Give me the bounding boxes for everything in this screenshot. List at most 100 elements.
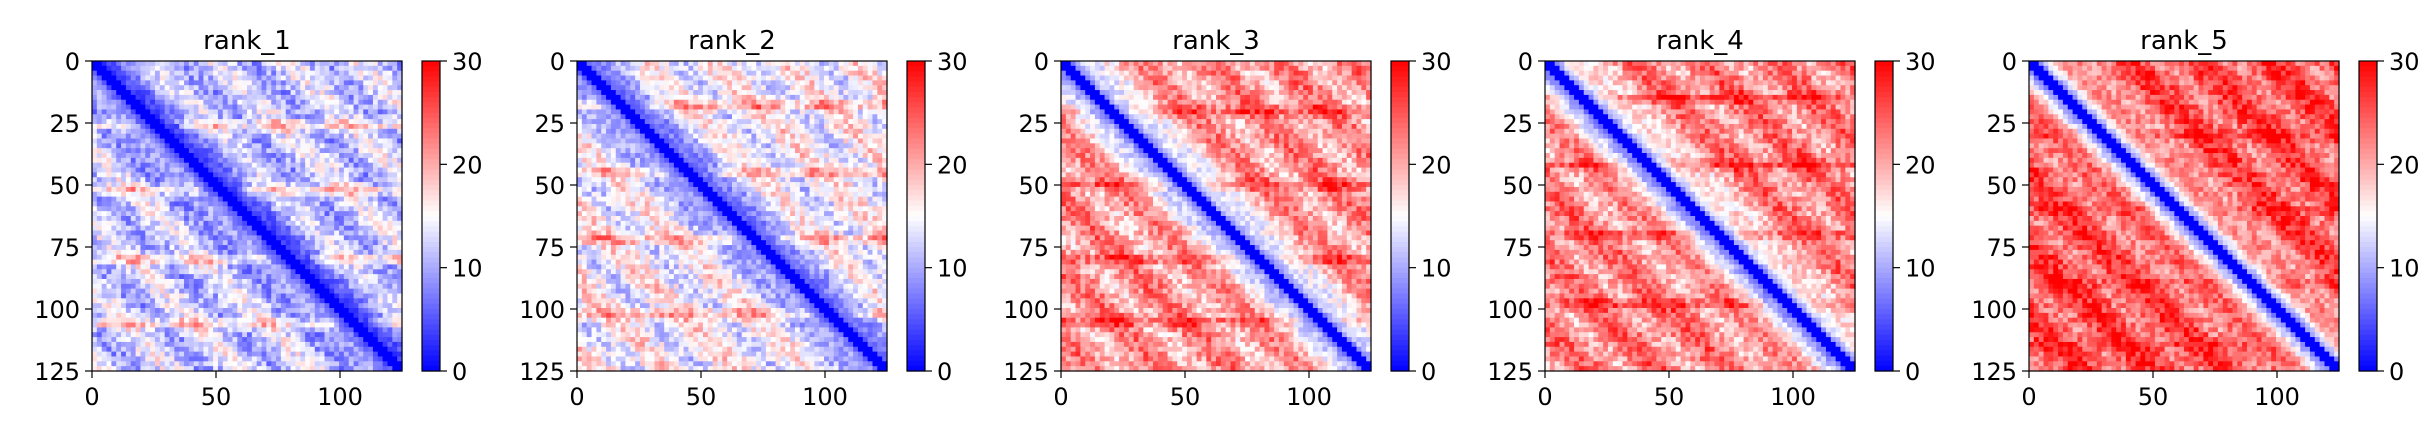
heatmap-cell	[184, 70, 190, 77]
heatmap-cell	[285, 119, 292, 125]
heatmap-cell	[305, 317, 311, 324]
heatmap-cell	[150, 332, 156, 338]
heatmap-cell	[179, 90, 185, 96]
heatmap-cell	[271, 211, 277, 217]
heatmap-cell	[179, 225, 185, 232]
heatmap-cell	[145, 225, 151, 232]
heatmap-cell	[276, 104, 282, 111]
heatmap-cell	[222, 85, 229, 91]
heatmap-cell	[154, 172, 161, 178]
heatmap-cell	[121, 361, 127, 367]
heatmap-cell	[741, 119, 748, 125]
heatmap-cell	[392, 337, 398, 343]
heatmap-cell	[324, 298, 330, 304]
heatmap-cell	[96, 104, 103, 111]
heatmap-cell	[237, 235, 243, 241]
heatmap-cell	[188, 172, 195, 178]
heatmap-cell	[154, 94, 161, 101]
heatmap-cell	[770, 90, 777, 96]
heatmap-cell	[92, 264, 98, 270]
heatmap-cell	[145, 75, 151, 81]
heatmap-cell	[198, 264, 205, 270]
heatmap-cell	[309, 308, 316, 314]
heatmap-cell	[159, 341, 166, 348]
heatmap-cell	[334, 99, 340, 106]
heatmap-cell	[203, 293, 209, 299]
heatmap-cell	[96, 351, 103, 358]
heatmap-cell	[140, 308, 146, 314]
heatmap-cell	[227, 153, 234, 159]
heatmap-cell	[217, 128, 224, 135]
heatmap-cell	[125, 177, 132, 183]
heatmap-cell	[659, 99, 665, 106]
heatmap-cell	[164, 264, 171, 270]
heatmap-cell	[382, 332, 389, 338]
heatmap-cell	[348, 148, 355, 154]
heatmap-cell	[280, 109, 287, 115]
heatmap-cell	[372, 366, 379, 372]
heatmap-cell	[92, 153, 98, 159]
heatmap-cell	[770, 99, 777, 106]
heatmap-cell	[586, 114, 593, 120]
heatmap-cell	[305, 157, 311, 164]
heatmap-cell	[382, 75, 389, 81]
heatmap-cell	[121, 99, 127, 106]
heatmap-cell	[358, 288, 364, 295]
heatmap-cell	[227, 245, 234, 251]
heatmap-cell	[96, 128, 103, 135]
heatmap-cell	[159, 123, 166, 130]
heatmap-cell	[586, 119, 593, 125]
heatmap-cell	[581, 94, 588, 101]
heatmap-cell	[377, 264, 384, 270]
heatmap-cell	[392, 327, 398, 333]
heatmap-cell	[377, 177, 384, 183]
heatmap-cell	[222, 182, 229, 188]
heatmap-cell	[193, 211, 200, 217]
heatmap-cell	[305, 162, 311, 169]
heatmap-cell	[193, 196, 200, 203]
heatmap-cell	[343, 346, 350, 353]
heatmap-cell	[363, 356, 369, 362]
heatmap-cell	[339, 351, 345, 358]
heatmap-cell	[309, 288, 316, 295]
heatmap-cell	[319, 351, 326, 358]
heatmap-cell	[285, 75, 292, 81]
heatmap-cell	[188, 259, 195, 266]
heatmap-cell	[232, 65, 238, 72]
heatmap-cell	[164, 61, 171, 67]
heatmap-cell	[348, 153, 355, 159]
heatmap-cell	[121, 119, 127, 125]
heatmap-cell	[382, 303, 389, 309]
heatmap-cell	[324, 245, 330, 251]
heatmap-cell	[761, 109, 767, 115]
heatmap-cell	[363, 90, 369, 96]
heatmap-cell	[251, 278, 258, 285]
heatmap-cell	[358, 269, 364, 275]
heatmap-cell	[237, 109, 243, 115]
heatmap-cell	[159, 312, 166, 319]
heatmap-cell	[368, 216, 374, 222]
heatmap-cell	[116, 245, 122, 251]
heatmap-cell	[794, 75, 801, 81]
heatmap-cell	[775, 70, 782, 77]
heatmap-cell	[256, 293, 263, 299]
heatmap-cell	[809, 109, 815, 115]
heatmap-cell	[358, 230, 364, 236]
heatmap-cell	[106, 278, 112, 285]
heatmap-cell	[295, 99, 301, 106]
heatmap-cell	[169, 269, 175, 275]
heatmap-cell	[251, 341, 258, 348]
heatmap-cell	[130, 356, 137, 362]
heatmap-cell	[363, 65, 369, 72]
heatmap-cell	[164, 235, 171, 241]
heatmap-cell	[761, 104, 767, 111]
heatmap-cell	[96, 109, 103, 115]
heatmap-cell	[164, 80, 171, 86]
heatmap-cell	[222, 177, 229, 183]
heatmap-cell	[305, 123, 311, 130]
heatmap-cell	[213, 269, 219, 275]
heatmap-cell	[343, 157, 350, 164]
heatmap-cell	[247, 104, 253, 111]
heatmap-cell	[285, 172, 292, 178]
heatmap-cell	[145, 366, 151, 372]
